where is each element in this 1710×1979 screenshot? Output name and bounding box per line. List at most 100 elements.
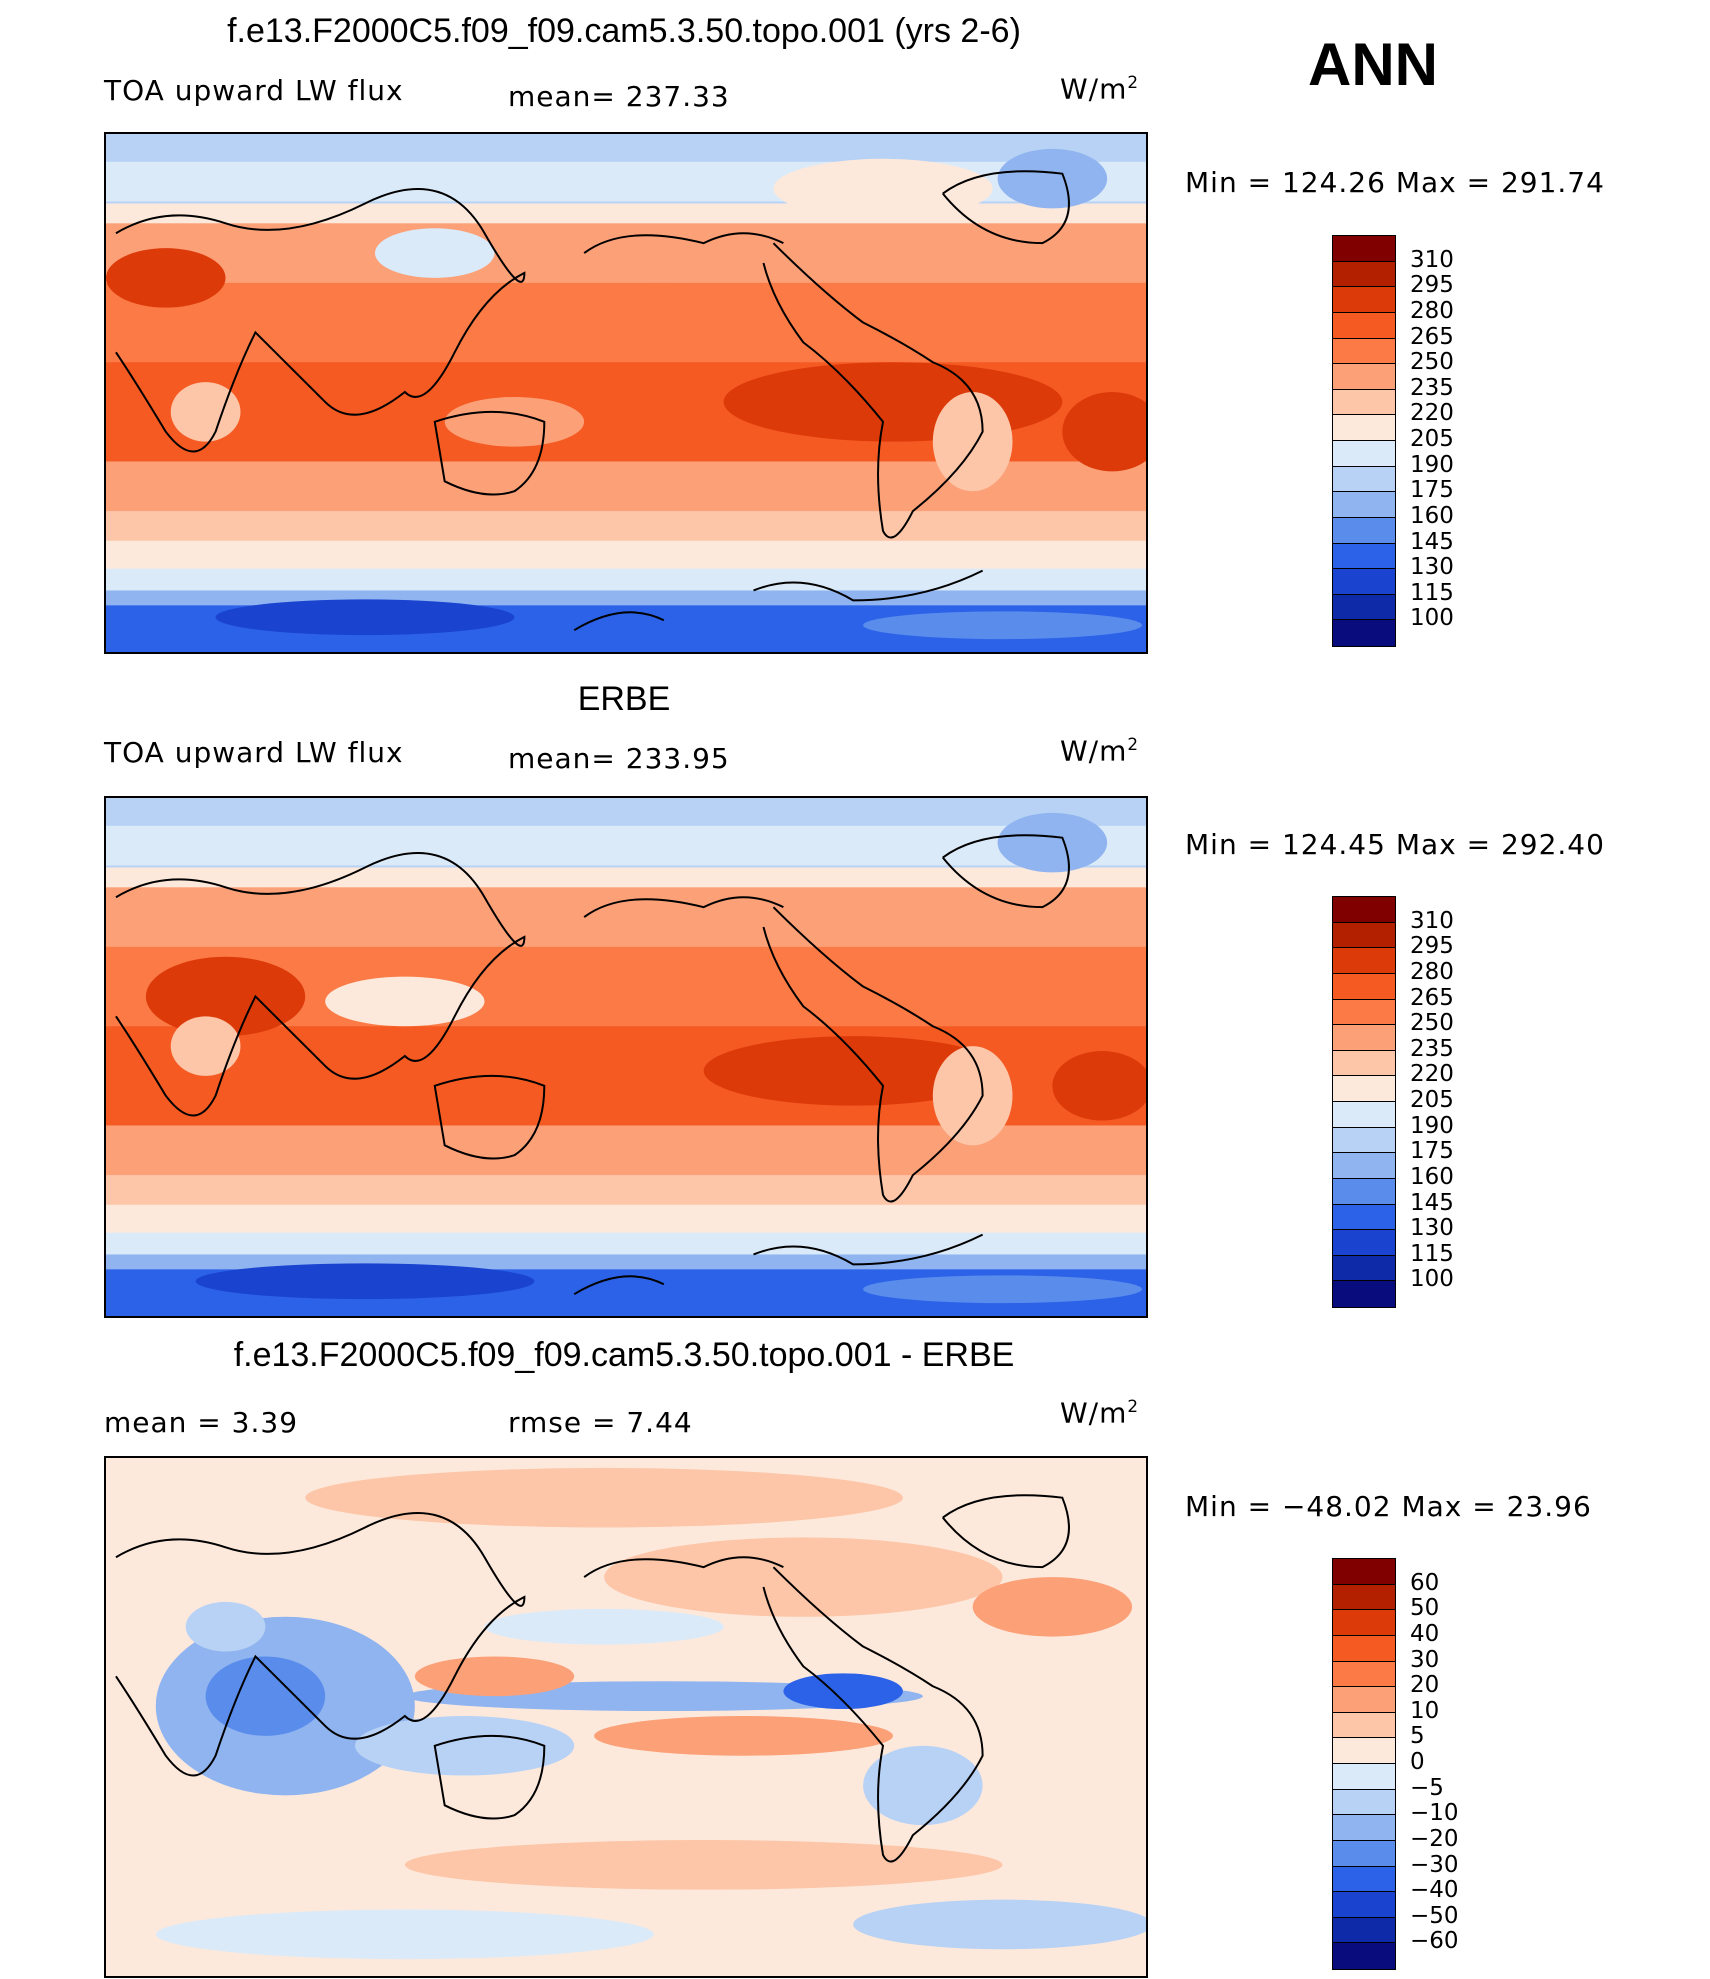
colorbar-swatch: [1333, 922, 1395, 949]
colorbar-swatch: [1333, 1255, 1395, 1282]
colorbar-tick-label: 100: [1410, 1266, 1454, 1293]
colorbar-swatch: [1333, 1153, 1395, 1179]
colorbar-tick-label: 220: [1410, 400, 1454, 427]
panel3-units: W/m2: [1060, 1396, 1140, 1430]
panel2-colorbar: [1332, 896, 1396, 1308]
colorbar-swatch: [1333, 492, 1395, 518]
colorbar-swatch: [1333, 1866, 1395, 1893]
colorbar-tick-label: 190: [1410, 451, 1454, 478]
colorbar-tick-label: 10: [1410, 1697, 1440, 1724]
colorbar-tick-label: 280: [1410, 958, 1454, 985]
panel2-map: [104, 796, 1148, 1318]
colorbar-tick-label: 220: [1410, 1061, 1454, 1088]
colorbar-tick-label: −30: [1410, 1851, 1459, 1878]
colorbar-swatch: [1333, 466, 1395, 493]
colorbar-swatch: [1333, 1943, 1395, 1969]
colorbar-swatch: [1333, 620, 1395, 646]
colorbar-swatch: [1333, 1687, 1395, 1713]
colorbar-swatch: [1333, 999, 1395, 1026]
panel3-colorbar: [1332, 1558, 1396, 1970]
colorbar-swatch: [1333, 1102, 1395, 1128]
colorbar-swatch: [1333, 1764, 1395, 1790]
colorbar-swatch: [1333, 389, 1395, 416]
colorbar-tick-label: 280: [1410, 297, 1454, 324]
panel3-minmax: Min = −48.02 Max = 23.96: [1185, 1490, 1592, 1523]
colorbar-swatch: [1333, 1661, 1395, 1688]
season-label: ANN: [1308, 31, 1438, 98]
colorbar-tick-label: 5: [1410, 1723, 1425, 1750]
panel2-units: W/m2: [1060, 734, 1140, 768]
panel3-rmse-label: rmse = 7.44: [508, 1406, 693, 1439]
colorbar-tick-label: 130: [1410, 1215, 1454, 1242]
colorbar-swatch: [1333, 1815, 1395, 1841]
panel2-minmax: Min = 124.45 Max = 292.40: [1185, 828, 1605, 861]
colorbar-tick-label: 130: [1410, 554, 1454, 581]
panel1-map: [104, 132, 1148, 654]
panel1-mean-label: mean= 237.33: [508, 80, 730, 113]
colorbar-swatch: [1333, 973, 1395, 1000]
colorbar-tick-label: 115: [1410, 579, 1454, 606]
colorbar-tick-label: 205: [1410, 1087, 1454, 1113]
colorbar-tick-label: −10: [1410, 1800, 1459, 1827]
colorbar-tick-label: 265: [1410, 323, 1454, 350]
colorbar-tick-label: 100: [1410, 605, 1454, 632]
colorbar-tick-label: 145: [1410, 1189, 1454, 1216]
colorbar-tick-label: 160: [1410, 1163, 1454, 1190]
panel1-title: f.e13.F2000C5.f09_f09.cam5.3.50.topo.001…: [227, 12, 1021, 50]
colorbar-tick-label: 30: [1410, 1646, 1440, 1673]
colorbar-swatch: [1333, 1025, 1395, 1051]
colorbar-swatch: [1333, 1892, 1395, 1918]
panel2-mean-label: mean= 233.95: [508, 742, 730, 775]
colorbar-swatch: [1333, 1712, 1395, 1739]
colorbar-tick-label: 40: [1410, 1620, 1440, 1647]
colorbar-swatch: [1333, 569, 1395, 595]
colorbar-swatch: [1333, 1917, 1395, 1944]
colorbar-tick-label: 205: [1410, 426, 1454, 452]
colorbar-swatch: [1333, 364, 1395, 390]
colorbar-swatch: [1333, 948, 1395, 974]
colorbar-swatch: [1333, 517, 1395, 544]
colorbar-swatch: [1333, 1789, 1395, 1816]
colorbar-swatch: [1333, 1204, 1395, 1231]
colorbar-tick-label: 20: [1410, 1672, 1440, 1699]
colorbar-tick-label: 145: [1410, 528, 1454, 555]
colorbar-swatch: [1333, 1840, 1395, 1867]
colorbar-swatch: [1333, 594, 1395, 621]
colorbar-tick-label: 295: [1410, 272, 1454, 299]
panel2-variable-label: TOA upward LW flux: [104, 736, 404, 769]
colorbar-tick-label: 190: [1410, 1112, 1454, 1139]
colorbar-tick-label: −40: [1410, 1877, 1459, 1904]
colorbar-swatch: [1333, 543, 1395, 570]
colorbar-tick-label: 0: [1410, 1749, 1425, 1775]
colorbar-tick-label: 50: [1410, 1595, 1440, 1622]
colorbar-swatch: [1333, 1281, 1395, 1307]
colorbar-swatch: [1333, 261, 1395, 288]
colorbar-swatch: [1333, 1559, 1395, 1585]
panel2-title: ERBE: [577, 680, 671, 718]
colorbar-swatch: [1333, 441, 1395, 467]
colorbar-tick-label: 250: [1410, 349, 1454, 376]
colorbar-swatch: [1333, 1050, 1395, 1077]
colorbar-tick-label: 295: [1410, 933, 1454, 960]
colorbar-swatch: [1333, 1635, 1395, 1662]
colorbar-swatch: [1333, 415, 1395, 441]
colorbar-tick-label: 265: [1410, 984, 1454, 1011]
colorbar-swatch: [1333, 1738, 1395, 1764]
colorbar-tick-label: −20: [1410, 1825, 1459, 1852]
colorbar-tick-label: 310: [1410, 907, 1454, 934]
colorbar-tick-label: 235: [1410, 374, 1454, 401]
panel3-title: f.e13.F2000C5.f09_f09.cam5.3.50.topo.001…: [233, 1336, 1015, 1374]
colorbar-swatch: [1333, 1610, 1395, 1636]
colorbar-swatch: [1333, 312, 1395, 339]
colorbar-swatch: [1333, 1584, 1395, 1611]
panel1-minmax: Min = 124.26 Max = 291.74: [1185, 166, 1605, 199]
colorbar-swatch: [1333, 1178, 1395, 1205]
colorbar-tick-label: 175: [1410, 1138, 1454, 1165]
colorbar-swatch: [1333, 1127, 1395, 1154]
panel1-variable-label: TOA upward LW flux: [104, 74, 404, 107]
colorbar-tick-label: −50: [1410, 1902, 1459, 1929]
colorbar-swatch: [1333, 338, 1395, 365]
colorbar-tick-label: −60: [1410, 1928, 1459, 1955]
panel1-units: W/m2: [1060, 72, 1140, 106]
colorbar-tick-label: 250: [1410, 1010, 1454, 1037]
